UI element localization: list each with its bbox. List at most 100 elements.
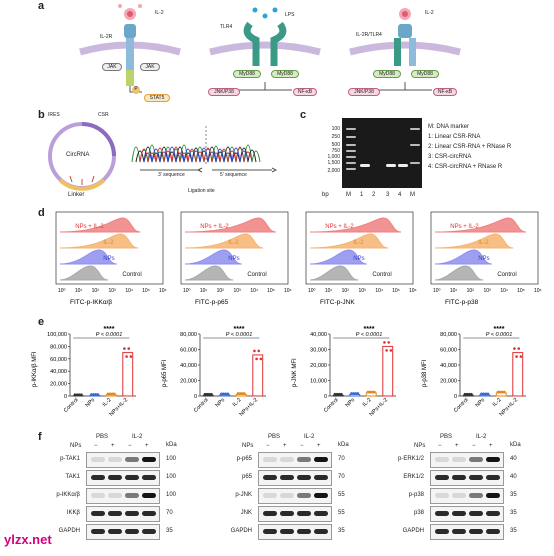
bar-point-2-1-2 [354, 392, 358, 395]
bar-point-0-0-2 [77, 393, 81, 396]
panel-a-signaling-diagram: IL-2 IL-2R LPS TLR4 IL-2 IL-2R/TLR4 JAK … [60, 0, 500, 105]
ires-label: IRES [48, 112, 60, 118]
bar-point-2-2-3 [373, 390, 376, 394]
lane-3: 3 [386, 192, 390, 198]
flow-tick-2-4: 10⁴ [375, 288, 383, 294]
blot-band-0-3-0 [91, 511, 105, 516]
blot-band-1-4-0 [263, 529, 277, 534]
blot-kda-0-1: 100 [166, 474, 177, 480]
node-stat5: STAT5 [144, 94, 170, 102]
flow-tick-3-6: 10⁶ [534, 288, 542, 294]
bar-point-2-2-2 [370, 390, 374, 394]
bar-point-0-2-0 [106, 392, 110, 396]
panel-f-blots: PBS IL-2 NPs − + − + kDa p-TAK1 100 TAK1 100 p-IKKα/… [30, 434, 550, 552]
blot-row-label-0-0: p-TAK1 [60, 456, 80, 462]
blot-sign-1-0: − [266, 443, 270, 449]
flow-row-label-0-3: Control [122, 272, 141, 278]
blot-band-0-2-1 [108, 493, 122, 498]
blot-kda-2-3: 35 [510, 510, 517, 516]
blot-group-0-0: PBS [96, 434, 109, 440]
blot-row-label-1-1: p65 [241, 474, 252, 480]
bar-point-0-3-2 [127, 347, 131, 350]
bar-point-2-3-3 [389, 349, 393, 352]
bar-point-1-3-0 [253, 349, 256, 353]
lane-1: 1 [360, 192, 364, 198]
ladder-1000: 1,000 [327, 154, 340, 160]
il2-ligand-2 [399, 8, 411, 20]
blot-band-2-4-1 [452, 529, 466, 534]
bar-point-3-0-0 [463, 392, 467, 396]
il2r-receptor [124, 24, 136, 86]
flow-tick-0-4: 10⁴ [125, 288, 133, 294]
flow-histogram-0-0 [59, 217, 141, 233]
bar-ytick-2-2: 20,000 [310, 363, 327, 369]
blot-strip-0-0 [86, 452, 160, 468]
blot-row-label-1-0: p-p65 [236, 456, 252, 462]
blot-band-1-4-3 [314, 529, 328, 534]
blot-nps-label-0: NPs [70, 443, 82, 449]
blot-group-1-0: PBS [268, 434, 281, 440]
blot-band-1-2-1 [280, 493, 294, 498]
blot-band-0-3-2 [125, 511, 139, 516]
blot-kda-1-4: 35 [338, 528, 345, 534]
blot-band-2-4-3 [486, 529, 500, 534]
bar-ytick-3-3: 60,000 [440, 348, 457, 354]
blot-band-2-2-0 [435, 493, 449, 498]
blot-kda-1-0: 70 [338, 456, 345, 462]
blot-strip-2-0 [430, 452, 504, 468]
blot-row-label-2-2: p-p38 [408, 492, 424, 498]
ladder-1500: 1,500 [327, 160, 340, 166]
il2-ligand-1 [118, 4, 142, 20]
bar-ytick-1-1: 20,000 [180, 379, 197, 385]
blot-strip-0-3 [86, 506, 160, 522]
blot-row-label-2-0: p-ERK1/2 [397, 456, 424, 462]
blot-sign-2-3: + [489, 443, 493, 449]
flow-tick-2-1: 10¹ [325, 288, 333, 294]
bar-0-1 [89, 394, 101, 397]
blot-band-2-4-0 [435, 529, 449, 534]
bar-point-1-0-0 [203, 392, 207, 396]
blot-kda-header-1: kDa [338, 442, 349, 448]
flow-xlabel-0: FITC-p-IKKα/β [70, 299, 112, 306]
blot-kda-1-2: 55 [338, 492, 345, 498]
blot-group-0-1: IL-2 [132, 434, 143, 440]
ligand-label-lps: LPS [285, 12, 295, 18]
flow-row-label-2-2: NPs [353, 256, 364, 262]
flow-tick-1-3: 10³ [234, 288, 242, 294]
sig-pvalue-3: P < 0.0001 [486, 332, 513, 338]
blot-group-2-1: IL-2 [476, 434, 487, 440]
bar-0-3 [122, 352, 134, 397]
flow-tick-2-3: 10³ [359, 288, 367, 294]
flow-histogram-2-1 [309, 233, 389, 249]
flow-row-label-3-0: NPs + IL-2 [450, 224, 479, 230]
blot-band-2-0-0 [435, 457, 449, 462]
blot-band-0-0-1 [108, 457, 122, 462]
ladder-2000: 2,000 [327, 168, 340, 174]
flow-tick-0-3: 10³ [109, 288, 117, 294]
bar-point-2-1-3 [356, 392, 360, 395]
bar-point-1-1-2 [224, 392, 228, 396]
signaling-pathways-svg [79, 4, 461, 93]
flow-tick-1-6: 10⁶ [284, 288, 292, 294]
node-nfkb-1: NF-κB [293, 88, 317, 96]
bar-ytick-0-2: 40,000 [50, 369, 67, 375]
flow-xlabel-1: FITC-p-p65 [195, 299, 229, 306]
blot-kda-0-4: 35 [166, 528, 173, 534]
circrna-svg [48, 122, 278, 191]
bar-category-3-2: IL-2 [492, 397, 503, 408]
bar-2-0 [332, 394, 344, 397]
node-nfkb-2: NF-κB [433, 88, 457, 96]
bar-point-0-0-1 [75, 393, 79, 396]
bar-0-2 [105, 394, 117, 397]
flow-xlabel-3: FITC-p-p38 [445, 299, 479, 306]
blot-band-0-1-3 [142, 475, 156, 480]
circrna-label: CircRNA [66, 152, 90, 158]
blot-band-0-1-1 [108, 475, 122, 480]
blot-band-2-4-2 [469, 529, 483, 534]
bar-2-3 [382, 345, 394, 397]
bar-point-2-1-1 [352, 392, 355, 395]
panel-b: IRES CSR CircRNA Linker 3′ sequence 5′ s… [40, 112, 290, 204]
lane-bp: bp [322, 192, 329, 198]
bar-ytick-2-4: 40,000 [310, 332, 327, 338]
blot-band-1-0-0 [263, 457, 277, 462]
